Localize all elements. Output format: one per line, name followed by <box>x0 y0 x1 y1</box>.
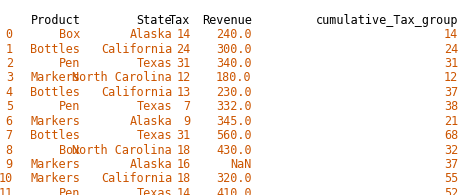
Text: 38: 38 <box>444 100 458 113</box>
Text: 14: 14 <box>176 187 190 195</box>
Text: 430.0: 430.0 <box>216 144 252 157</box>
Text: Alaska: Alaska <box>129 115 172 128</box>
Text: Pen: Pen <box>59 100 80 113</box>
Text: 332.0: 332.0 <box>216 100 252 113</box>
Text: 240.0: 240.0 <box>216 28 252 41</box>
Text: 31: 31 <box>176 129 190 142</box>
Text: 24: 24 <box>444 43 458 56</box>
Text: 18: 18 <box>176 144 190 157</box>
Text: Texas: Texas <box>136 129 172 142</box>
Text: 11: 11 <box>0 187 13 195</box>
Text: 5: 5 <box>6 100 13 113</box>
Text: 31: 31 <box>444 57 458 70</box>
Text: 14: 14 <box>444 28 458 41</box>
Text: 52: 52 <box>444 187 458 195</box>
Text: 12: 12 <box>176 71 190 84</box>
Text: Markers: Markers <box>30 71 80 84</box>
Text: Markers: Markers <box>30 172 80 185</box>
Text: 18: 18 <box>176 172 190 185</box>
Text: 31: 31 <box>176 57 190 70</box>
Text: cumulative_Tax_group: cumulative_Tax_group <box>316 14 458 27</box>
Text: 8: 8 <box>6 144 13 157</box>
Text: Revenue: Revenue <box>202 14 252 27</box>
Text: 32: 32 <box>444 144 458 157</box>
Text: 37: 37 <box>444 86 458 99</box>
Text: Markers: Markers <box>30 158 80 171</box>
Text: 55: 55 <box>444 172 458 185</box>
Text: 320.0: 320.0 <box>216 172 252 185</box>
Text: State: State <box>136 14 172 27</box>
Text: 7: 7 <box>183 100 190 113</box>
Text: 340.0: 340.0 <box>216 57 252 70</box>
Text: Alaska: Alaska <box>129 158 172 171</box>
Text: 21: 21 <box>444 115 458 128</box>
Text: 4: 4 <box>6 86 13 99</box>
Text: Alaska: Alaska <box>129 28 172 41</box>
Text: NaN: NaN <box>230 158 252 171</box>
Text: California: California <box>101 172 172 185</box>
Text: 37: 37 <box>444 158 458 171</box>
Text: 2: 2 <box>6 57 13 70</box>
Text: Pen: Pen <box>59 57 80 70</box>
Text: 300.0: 300.0 <box>216 43 252 56</box>
Text: 0: 0 <box>6 28 13 41</box>
Text: California: California <box>101 43 172 56</box>
Text: Tax: Tax <box>169 14 190 27</box>
Text: Texas: Texas <box>136 57 172 70</box>
Text: 3: 3 <box>6 71 13 84</box>
Text: 560.0: 560.0 <box>216 129 252 142</box>
Text: North Carolina: North Carolina <box>73 144 172 157</box>
Text: 24: 24 <box>176 43 190 56</box>
Text: 180.0: 180.0 <box>216 71 252 84</box>
Text: Texas: Texas <box>136 187 172 195</box>
Text: Bottles: Bottles <box>30 86 80 99</box>
Text: 9: 9 <box>6 158 13 171</box>
Text: Pen: Pen <box>59 187 80 195</box>
Text: 7: 7 <box>6 129 13 142</box>
Text: North Carolina: North Carolina <box>73 71 172 84</box>
Text: 9: 9 <box>183 115 190 128</box>
Text: Box: Box <box>59 28 80 41</box>
Text: Texas: Texas <box>136 100 172 113</box>
Text: 410.0: 410.0 <box>216 187 252 195</box>
Text: Product: Product <box>30 14 80 27</box>
Text: 68: 68 <box>444 129 458 142</box>
Text: 10: 10 <box>0 172 13 185</box>
Text: 12: 12 <box>444 71 458 84</box>
Text: Box: Box <box>59 144 80 157</box>
Text: Markers: Markers <box>30 115 80 128</box>
Text: 345.0: 345.0 <box>216 115 252 128</box>
Text: 16: 16 <box>176 158 190 171</box>
Text: Bottles: Bottles <box>30 43 80 56</box>
Text: California: California <box>101 86 172 99</box>
Text: 13: 13 <box>176 86 190 99</box>
Text: 6: 6 <box>6 115 13 128</box>
Text: Bottles: Bottles <box>30 129 80 142</box>
Text: 1: 1 <box>6 43 13 56</box>
Text: 230.0: 230.0 <box>216 86 252 99</box>
Text: 14: 14 <box>176 28 190 41</box>
